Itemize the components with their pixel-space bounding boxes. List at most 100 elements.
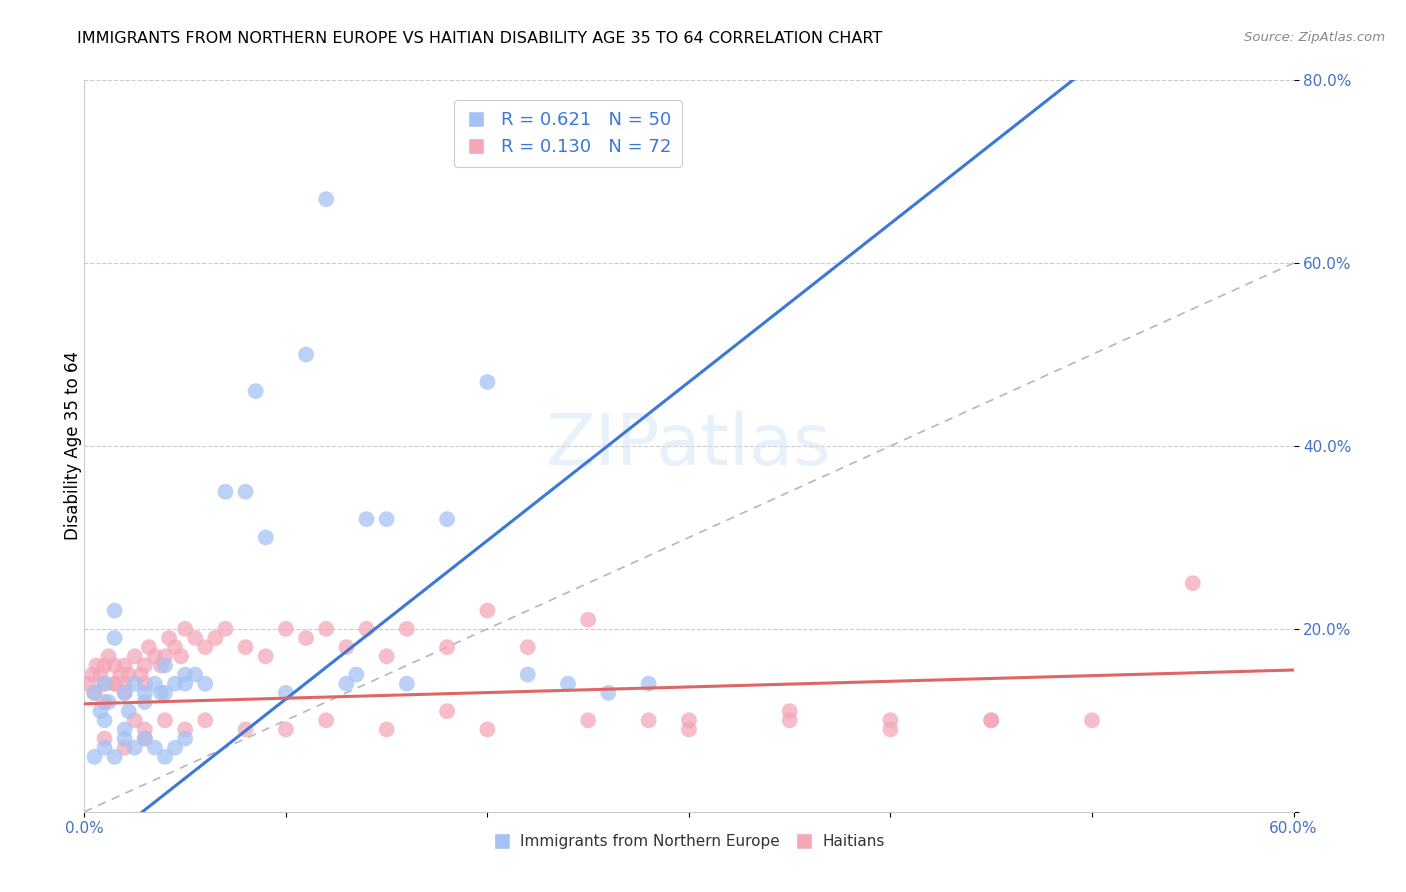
Point [97,695,120,709]
Point [165,740,187,755]
Point [356,622,378,636]
Point [184,631,207,645]
Point [174,731,197,746]
Point [436,640,458,655]
Point [598,686,620,700]
Text: IMMIGRANTS FROM NORTHERN EUROPE VS HAITIAN DISABILITY AGE 35 TO 64 CORRELATION C: IMMIGRANTS FROM NORTHERN EUROPE VS HAITI… [77,31,883,46]
Point [83,686,105,700]
Point [436,512,458,526]
Point [93,695,115,709]
Point [114,740,136,755]
Point [174,676,197,690]
Point [110,667,132,681]
Point [576,714,599,728]
Point [245,384,267,398]
Point [143,649,166,664]
Point [274,723,297,737]
Point [557,676,579,690]
Point [174,667,197,681]
Point [104,603,127,617]
Point [89,667,111,681]
Text: Source: ZipAtlas.com: Source: ZipAtlas.com [1244,31,1385,45]
Point [114,686,136,700]
Point [114,723,136,737]
Point [295,347,318,362]
Point [1081,714,1104,728]
Point [346,667,368,681]
Point [194,676,217,690]
Point [315,714,337,728]
Point [86,658,108,673]
Point [93,676,115,690]
Point [274,622,297,636]
Point [356,512,378,526]
Point [118,704,141,718]
Point [93,676,115,690]
Point [83,749,105,764]
Point [516,667,538,681]
Point [235,640,257,655]
Point [104,676,127,690]
Point [134,731,156,746]
Point [134,686,156,700]
Point [93,714,115,728]
Point [124,676,146,690]
Point [104,658,127,673]
Point [375,649,398,664]
Point [436,704,458,718]
Point [184,667,207,681]
Point [89,704,111,718]
Point [134,676,156,690]
Point [129,667,152,681]
Point [779,704,801,718]
Point [678,714,700,728]
Point [477,375,499,389]
Point [174,622,197,636]
Point [114,676,136,690]
Point [143,740,166,755]
Point [637,676,659,690]
Point [138,640,160,655]
Point [235,723,257,737]
Point [779,714,801,728]
Point [153,649,176,664]
Point [678,723,700,737]
Point [335,676,357,690]
Point [637,714,659,728]
Point [375,512,398,526]
Point [395,676,418,690]
Point [214,622,236,636]
Point [477,603,499,617]
Y-axis label: Disability Age 35 to 64: Disability Age 35 to 64 [65,351,82,541]
Point [576,613,599,627]
Point [395,622,418,636]
Legend: Immigrants from Northern Europe, Haitians: Immigrants from Northern Europe, Haitian… [486,828,891,855]
Point [82,667,104,681]
Text: ZIPatlas: ZIPatlas [546,411,832,481]
Point [879,723,901,737]
Point [214,484,236,499]
Point [77,676,100,690]
Point [124,740,146,755]
Point [114,686,136,700]
Point [124,714,146,728]
Point [134,658,156,673]
Point [375,723,398,737]
Point [134,695,156,709]
Point [1181,576,1204,591]
Point [153,658,176,673]
Point [134,723,156,737]
Point [114,731,136,746]
Point [153,749,176,764]
Point [114,658,136,673]
Point [516,640,538,655]
Point [104,676,127,690]
Point [477,723,499,737]
Point [235,484,257,499]
Point [165,640,187,655]
Point [104,749,127,764]
Point [315,192,337,206]
Point [97,649,120,664]
Point [194,714,217,728]
Point [170,649,193,664]
